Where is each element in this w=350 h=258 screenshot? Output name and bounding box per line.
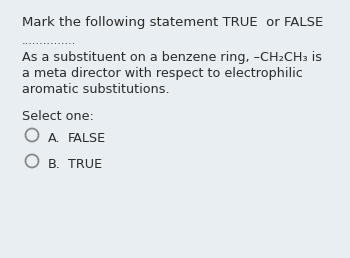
Text: Select one:: Select one: — [22, 110, 94, 123]
Text: aromatic substitutions.: aromatic substitutions. — [22, 83, 170, 96]
Text: B.: B. — [48, 158, 61, 171]
Text: FALSE: FALSE — [68, 132, 106, 145]
Text: Mark the following statement TRUE  or FALSE: Mark the following statement TRUE or FAL… — [22, 16, 323, 29]
Text: ...............: ............... — [22, 36, 76, 46]
Text: A.: A. — [48, 132, 61, 145]
Text: TRUE: TRUE — [68, 158, 102, 171]
Text: As a substituent on a benzene ring, –CH₂CH₃ is: As a substituent on a benzene ring, –CH₂… — [22, 51, 322, 64]
Text: a meta director with respect to electrophilic: a meta director with respect to electrop… — [22, 67, 303, 80]
